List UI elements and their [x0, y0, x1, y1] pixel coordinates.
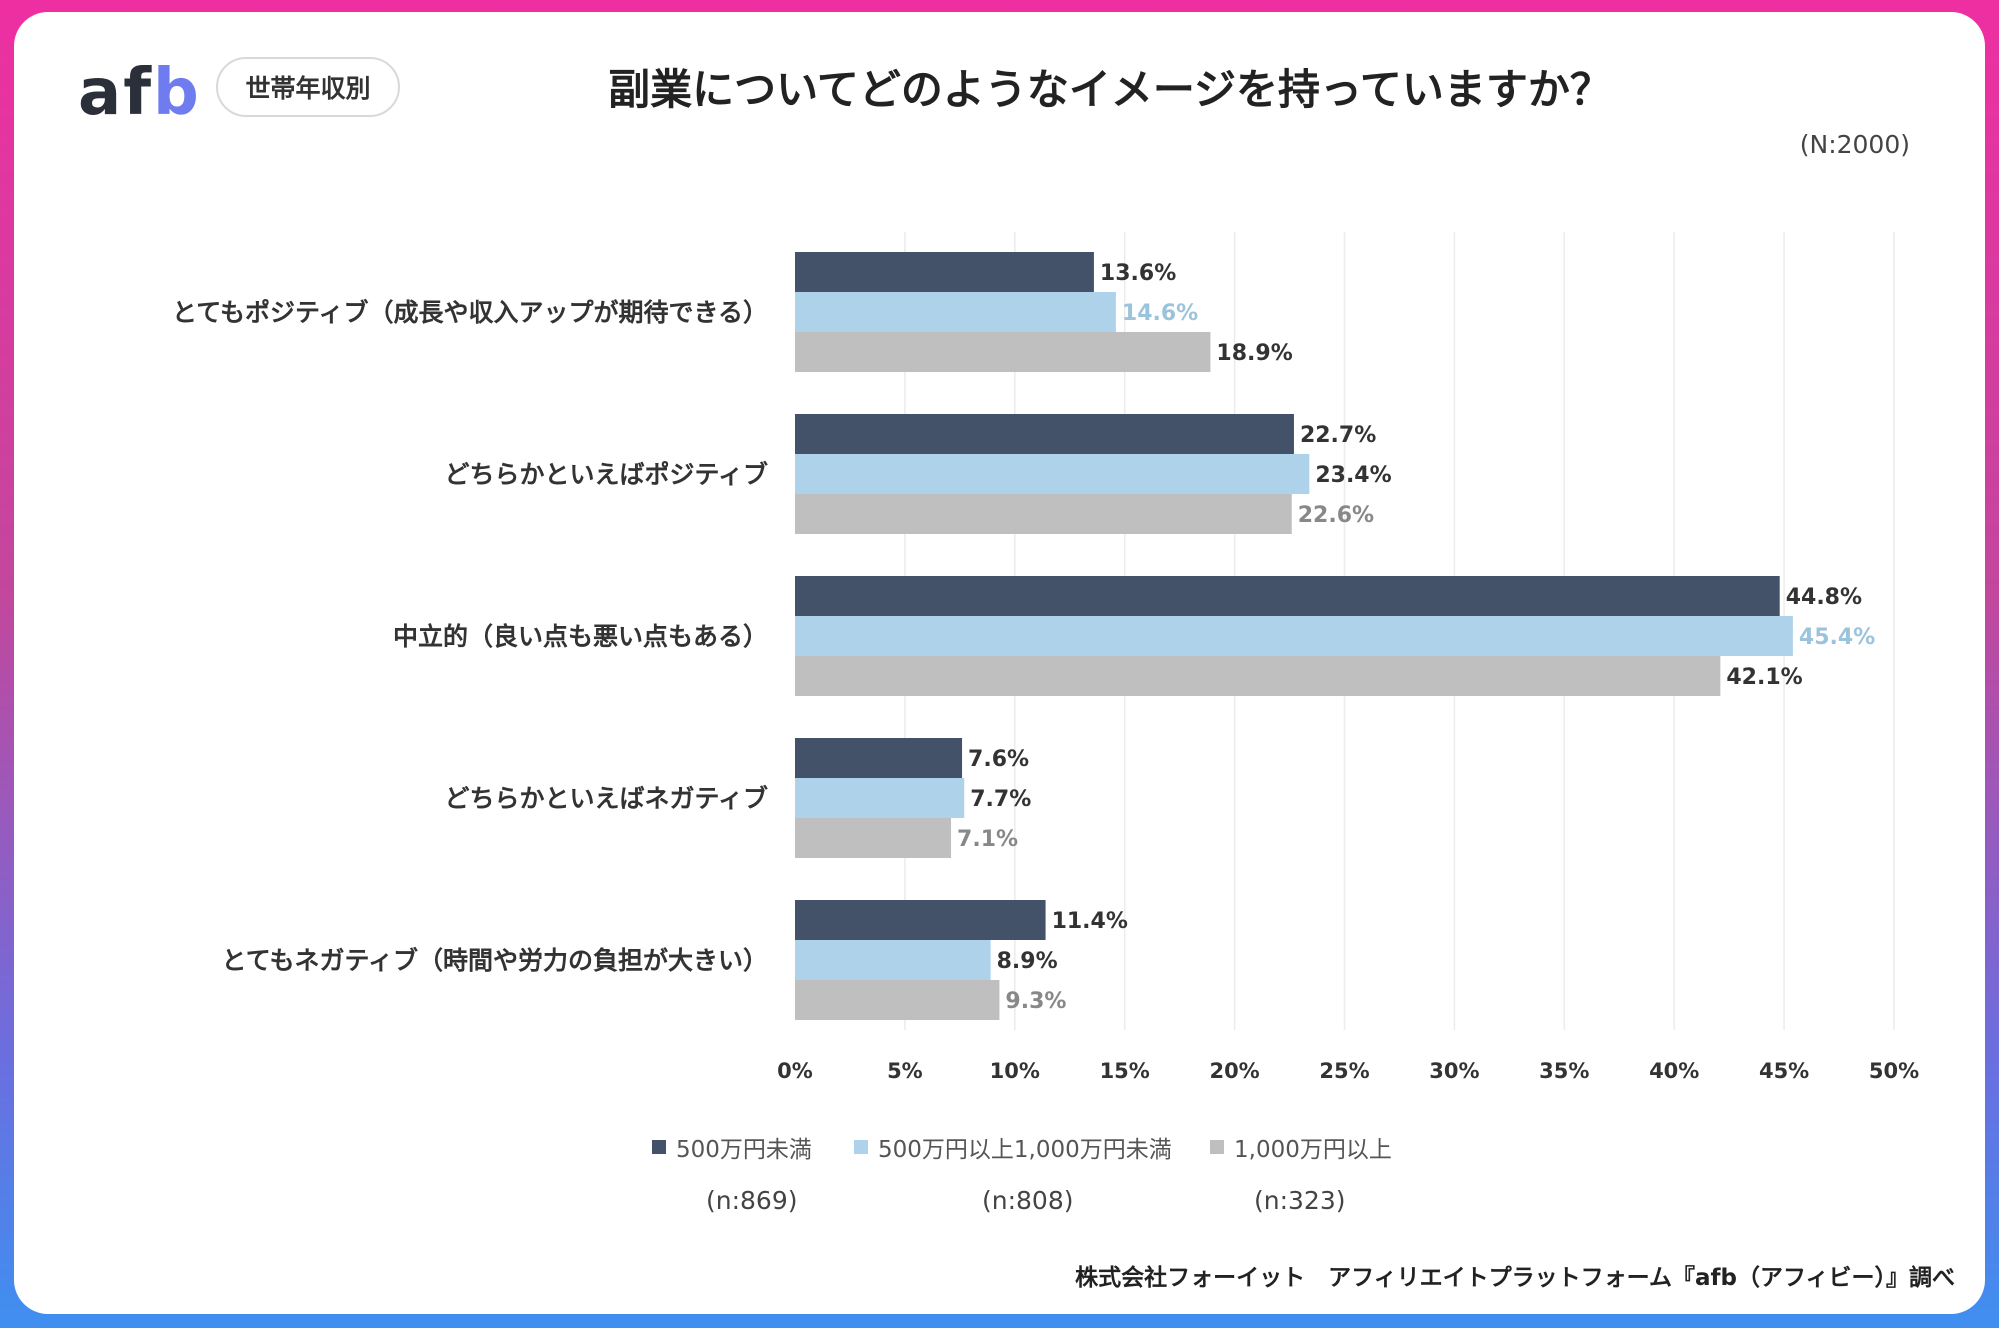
x-tick-label: 45% — [1759, 1059, 1809, 1083]
x-tick-label: 5% — [887, 1059, 923, 1083]
legend-label-2: 500万円以上1,000万円未満 — [878, 1137, 1172, 1163]
bar — [795, 738, 963, 778]
data-label: 7.7% — [970, 787, 1031, 812]
data-label: 44.8% — [1786, 585, 1862, 610]
data-label: 9.3% — [1005, 989, 1066, 1014]
data-label: 14.6% — [1122, 301, 1198, 326]
category-label: どちらかといえばポジティブ — [444, 460, 768, 489]
bar — [795, 818, 952, 858]
bar — [795, 494, 1292, 534]
legend-label-3: 1,000万円以上 — [1234, 1137, 1392, 1163]
data-label: 8.9% — [997, 949, 1058, 974]
bar — [795, 616, 1793, 656]
data-label: 11.4% — [1052, 909, 1128, 934]
data-label: 13.6% — [1100, 261, 1176, 286]
legend-n-1: (n:869) — [706, 1186, 798, 1215]
legend: 500万円未満 500万円以上1,000万円未満 1,000万円以上 (n:86… — [600, 1130, 1460, 1240]
category-label: 中立的（良い点も悪い点もある） — [393, 622, 768, 651]
chart-title: 副業についてどのようなイメージを持っていますか？ — [608, 65, 1612, 114]
category-label: とてもネガティブ（時間や労力の負担が大きい） — [221, 946, 768, 975]
x-tick-label: 40% — [1649, 1059, 1699, 1083]
afb-logo: af b — [78, 55, 201, 125]
bar — [795, 576, 1780, 616]
bar — [795, 900, 1046, 940]
data-label: 18.9% — [1216, 341, 1292, 366]
bar — [795, 292, 1116, 332]
x-tick-label: 35% — [1539, 1059, 1589, 1083]
x-tick-label: 25% — [1319, 1059, 1369, 1083]
data-label: 7.1% — [957, 827, 1018, 852]
legend-n-2: (n:808) — [982, 1186, 1074, 1215]
bar — [795, 332, 1211, 372]
x-tick-label: 50% — [1869, 1059, 1919, 1083]
bar — [795, 656, 1721, 696]
bar — [795, 778, 965, 818]
legend-n-3: (n:323) — [1254, 1186, 1346, 1215]
category-label: とてもポジティブ（成長や収入アップが期待できる） — [172, 298, 768, 327]
bar — [795, 980, 1000, 1020]
bar — [795, 940, 991, 980]
data-label: 42.1% — [1726, 665, 1802, 690]
category-label: どちらかといえばネガティブ — [444, 784, 768, 813]
sample-size-total: (N:2000) — [1799, 130, 1910, 159]
data-label: 7.6% — [968, 747, 1029, 772]
data-label: 45.4% — [1799, 625, 1875, 650]
legend-swatch-2 — [854, 1140, 868, 1154]
x-tick-label: 15% — [1100, 1059, 1150, 1083]
bar — [795, 252, 1094, 292]
data-label: 23.4% — [1315, 463, 1391, 488]
category-badge: 世帯年収別 — [216, 57, 400, 117]
bar — [795, 414, 1294, 454]
bar — [795, 454, 1310, 494]
x-tick-label: 10% — [990, 1059, 1040, 1083]
legend-item-3: 1,000万円以上 — [1210, 1130, 1392, 1164]
legend-label-1: 500万円未満 — [676, 1137, 812, 1163]
data-label: 22.6% — [1298, 503, 1374, 528]
legend-swatch-1 — [652, 1140, 666, 1154]
x-tick-label: 20% — [1209, 1059, 1259, 1083]
logo-text: af — [78, 56, 154, 130]
source-note: 株式会社フォーイット アフィリエイトプラットフォーム『afb（アフィビー）』調べ — [1075, 1265, 1955, 1291]
legend-item-2: 500万円以上1,000万円未満 — [854, 1130, 1172, 1164]
x-tick-label: 0% — [777, 1059, 813, 1083]
legend-swatch-3 — [1210, 1140, 1224, 1154]
x-tick-label: 30% — [1429, 1059, 1479, 1083]
data-label: 22.7% — [1300, 423, 1376, 448]
legend-item-1: 500万円未満 — [652, 1130, 812, 1164]
logo-accent: b — [153, 56, 201, 130]
